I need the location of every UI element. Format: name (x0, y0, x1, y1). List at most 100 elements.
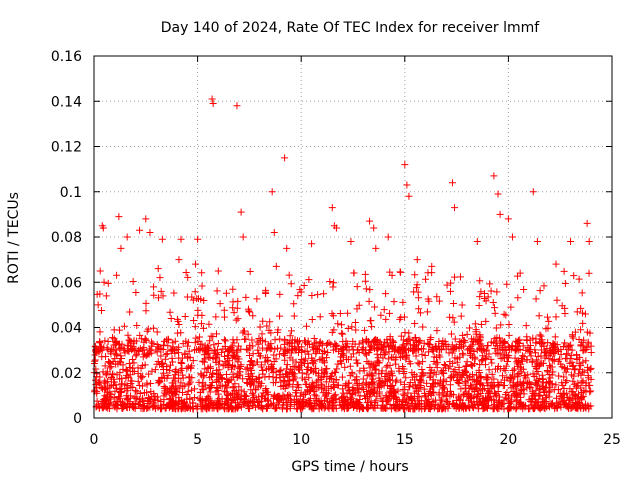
data-point (481, 394, 489, 402)
data-point (197, 320, 205, 328)
data-point (359, 375, 367, 383)
data-point (298, 374, 306, 382)
data-point (314, 291, 322, 299)
data-point (186, 378, 194, 386)
data-point (514, 272, 522, 280)
data-point (533, 238, 541, 246)
data-point (490, 172, 498, 180)
data-point (536, 340, 544, 348)
data-point (541, 354, 549, 362)
data-point (551, 333, 559, 341)
data-point (374, 383, 382, 391)
data-point (304, 363, 312, 371)
data-point (484, 386, 492, 394)
data-point (332, 376, 340, 384)
data-point (134, 377, 142, 385)
data-point (291, 374, 299, 382)
data-point (587, 349, 595, 357)
data-point (569, 362, 577, 370)
data-point (578, 289, 586, 297)
data-point (153, 348, 161, 356)
data-point (103, 393, 111, 401)
data-point (465, 345, 473, 353)
data-point (363, 390, 371, 398)
data-point (268, 364, 276, 372)
data-point (216, 357, 224, 365)
data-point (105, 400, 113, 408)
data-point (349, 346, 357, 354)
data-point (185, 373, 193, 381)
data-point (230, 396, 238, 404)
data-point (200, 351, 208, 359)
data-point (416, 309, 424, 317)
data-point (174, 400, 182, 408)
data-point (579, 368, 587, 376)
data-point (237, 362, 245, 370)
data-point (157, 287, 165, 295)
data-point (459, 331, 467, 339)
data-point (227, 365, 235, 373)
data-point (572, 382, 580, 390)
data-point (255, 334, 263, 342)
data-point (403, 181, 411, 189)
data-point (98, 400, 106, 408)
data-point (147, 349, 155, 357)
data-point (305, 350, 313, 358)
data-point (419, 323, 427, 331)
data-point (403, 339, 411, 347)
data-point (114, 360, 122, 368)
data-point (179, 354, 187, 362)
data-point (374, 345, 382, 353)
data-point (247, 386, 255, 394)
data-point (575, 390, 583, 398)
data-point (115, 393, 123, 401)
data-point (542, 349, 550, 357)
y-axis: 0 0.02 0.04 0.06 0.08 0.1 0.12 0.14 0.16 (51, 49, 612, 427)
data-point (570, 372, 578, 380)
data-point (566, 395, 574, 403)
data-point (574, 379, 582, 387)
data-point (316, 313, 324, 321)
data-point (548, 363, 556, 371)
data-point (126, 364, 134, 372)
data-point (143, 381, 151, 389)
data-point (412, 334, 420, 342)
data-point (367, 389, 375, 397)
data-point (441, 362, 449, 370)
data-point (451, 366, 459, 374)
data-point (532, 339, 540, 347)
data-point (447, 330, 455, 338)
data-point (249, 350, 257, 358)
data-point (110, 402, 118, 410)
data-point (386, 361, 394, 369)
data-point (484, 390, 492, 398)
data-point (339, 330, 347, 338)
data-point (479, 386, 487, 394)
data-point (491, 304, 499, 312)
data-point (486, 280, 494, 288)
data-point (126, 398, 134, 406)
data-point (543, 344, 551, 352)
data-point (440, 360, 448, 368)
data-point (459, 337, 467, 345)
data-point (363, 372, 371, 380)
data-point (167, 361, 175, 369)
data-point (151, 366, 159, 374)
data-point (279, 401, 287, 409)
data-point (244, 402, 252, 410)
data-point (563, 350, 571, 358)
data-point (170, 390, 178, 398)
data-point (402, 398, 410, 406)
data-point (441, 405, 449, 413)
data-point (174, 317, 182, 325)
data-point (240, 395, 248, 403)
data-point (351, 340, 359, 348)
data-point (215, 402, 223, 410)
data-point (175, 343, 183, 351)
data-point (222, 395, 230, 403)
data-point (259, 317, 267, 325)
data-point (244, 330, 252, 338)
data-point (529, 395, 537, 403)
data-point (214, 396, 222, 404)
data-point (284, 381, 292, 389)
